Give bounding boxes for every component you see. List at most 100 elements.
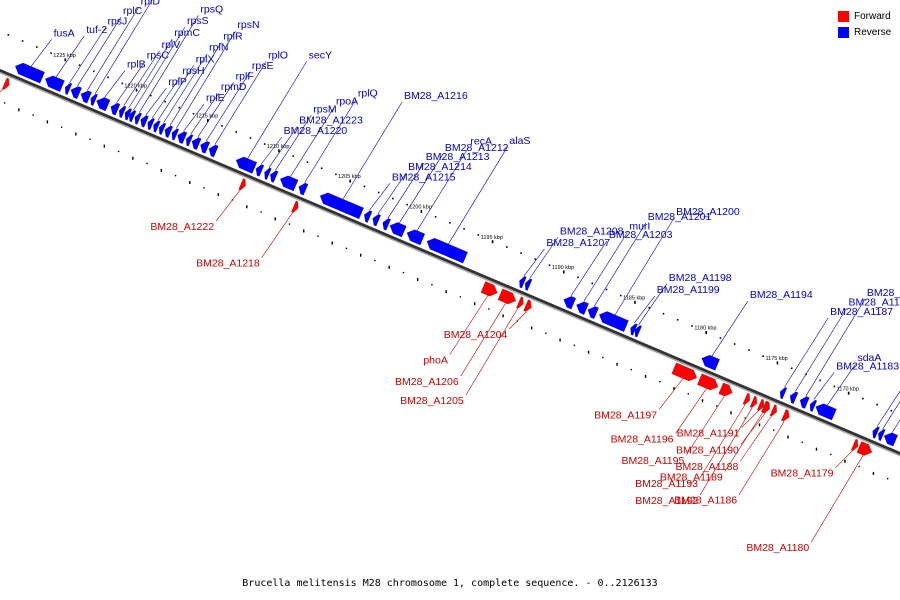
gene-arrow[interactable] [264,167,272,181]
gene-label[interactable]: rpsM [313,103,336,115]
gene-arrow[interactable] [298,182,309,196]
gene-arrow[interactable] [128,110,137,123]
gene-label[interactable]: rplQ [358,88,378,100]
gene-label[interactable]: alaS [509,135,530,147]
gene-arrow[interactable] [153,120,161,133]
gene-label[interactable]: BM28_A1212 [445,142,509,154]
gene-arrow[interactable] [147,117,156,131]
gene-arrow[interactable] [171,128,180,141]
gene-label[interactable]: BM28_A1189 [660,471,723,483]
gene-label[interactable]: murI [629,221,650,233]
gene-label[interactable]: BM28_A1203 [609,229,673,241]
gene-label[interactable]: BM28_A1194 [750,289,813,301]
gene-label[interactable]: BM28_A1185 [849,297,900,309]
gene-arrow[interactable] [576,301,590,316]
gene-arrow[interactable] [64,82,73,96]
gene-arrow[interactable] [363,210,373,223]
gene-arrow[interactable] [235,156,258,174]
gene-label[interactable]: BM28_A1180 [746,542,809,554]
gene-arrow[interactable] [96,97,111,112]
gene-label[interactable]: BM28_A1186 [674,495,737,507]
gene-label[interactable]: BM28_A1206 [395,376,459,388]
gene-arrow[interactable] [883,432,899,447]
gene-label[interactable]: BM28_A1195 [621,455,684,467]
gene-label[interactable]: rplF [236,70,254,82]
gene-arrow[interactable] [760,400,769,413]
gene-arrow[interactable] [587,306,600,320]
gene-arrow[interactable] [523,299,532,312]
gene-label[interactable]: BM28_A1214 [408,161,472,173]
gene-label[interactable]: rplO [268,50,288,62]
gene-label[interactable]: BM28_A1216 [404,90,468,102]
gene-arrow[interactable] [789,391,799,405]
gene-arrow[interactable] [756,398,765,412]
gene-arrow[interactable] [850,438,859,452]
gene-label[interactable]: BM28_A1184 [867,287,900,299]
gene-arrow[interactable] [671,362,698,382]
gene-arrow[interactable] [799,396,810,409]
gene-label[interactable]: BM28_A1192 [635,495,698,507]
gene-label[interactable]: BM28_A1223 [299,115,363,127]
gene-label[interactable]: rpsH [182,65,204,77]
gene-label[interactable]: BM28_A1207 [546,237,610,249]
gene-arrow[interactable] [44,75,65,93]
gene-label[interactable]: BM28_A1188 [675,461,738,473]
gene-label[interactable]: rplB [127,59,146,71]
gene-arrow[interactable] [389,222,407,238]
gene-arrow[interactable] [1,77,10,90]
gene-label[interactable]: rpoA [336,96,358,108]
gene-label[interactable]: BM28_A1179 [771,468,834,480]
gene-label[interactable]: rplN [209,42,228,54]
gene-arrow[interactable] [516,296,524,309]
gene-label[interactable]: BM28_A1196 [611,434,674,446]
gene-arrow[interactable] [200,140,211,154]
gene-label[interactable]: BM28_A1204 [444,329,508,341]
gene-label[interactable]: BM28_A1191 [677,428,740,440]
gene-label[interactable]: BM28_A1220 [284,125,348,137]
gene-label[interactable]: BM28_A1200 [676,206,740,218]
gene-label[interactable]: BM28_A1201 [648,211,712,223]
gene-arrow[interactable] [480,281,498,297]
gene-label[interactable]: rpsE [252,60,274,72]
gene-arrow[interactable] [524,278,533,291]
gene-arrow[interactable] [269,170,279,183]
gene-arrow[interactable] [815,403,837,421]
gene-arrow[interactable] [140,115,149,128]
gene-arrow[interactable] [191,137,202,151]
gene-arrow[interactable] [742,392,751,406]
gene-arrow[interactable] [563,296,577,310]
gene-label[interactable]: rplD [141,0,161,7]
gene-arrow[interactable] [290,200,299,213]
gene-arrow[interactable] [319,192,365,220]
gene-arrow[interactable] [177,131,188,145]
gene-arrow[interactable] [372,213,382,227]
gene-arrow[interactable] [634,325,643,338]
gene-label[interactable]: BM28_A1199 [657,284,720,296]
gene-arrow[interactable] [426,237,469,264]
gene-arrow[interactable] [118,105,127,119]
gene-label[interactable]: rpsN [237,19,259,31]
gene-label[interactable]: BM28_A1218 [196,257,260,269]
gene-arrow[interactable] [872,426,880,439]
gene-arrow[interactable] [718,382,733,397]
gene-arrow[interactable] [14,62,46,84]
gene-arrow[interactable] [255,164,265,177]
gene-label[interactable]: rpsJ [107,16,127,28]
gene-arrow[interactable] [701,354,721,371]
gene-arrow[interactable] [749,395,758,409]
gene-arrow[interactable] [164,125,174,139]
gene-arrow[interactable] [779,386,788,400]
gene-label[interactable]: BM28_A1215 [392,171,456,183]
gene-label[interactable]: BM28_A1198 [669,272,732,284]
gene-label[interactable]: rplV [162,39,181,51]
gene-arrow[interactable] [382,218,392,231]
gene-label[interactable]: sdaA [857,352,881,364]
gene-label[interactable]: rplC [123,5,143,17]
gene-arrow[interactable] [90,93,99,107]
gene-arrow[interactable] [519,276,527,289]
gene-label[interactable]: BM28_A1213 [426,151,490,163]
gene-label[interactable]: BM28_A1208 [560,225,624,237]
gene-arrow[interactable] [70,86,83,100]
gene-arrow[interactable] [497,288,517,305]
gene-arrow[interactable] [185,134,194,147]
